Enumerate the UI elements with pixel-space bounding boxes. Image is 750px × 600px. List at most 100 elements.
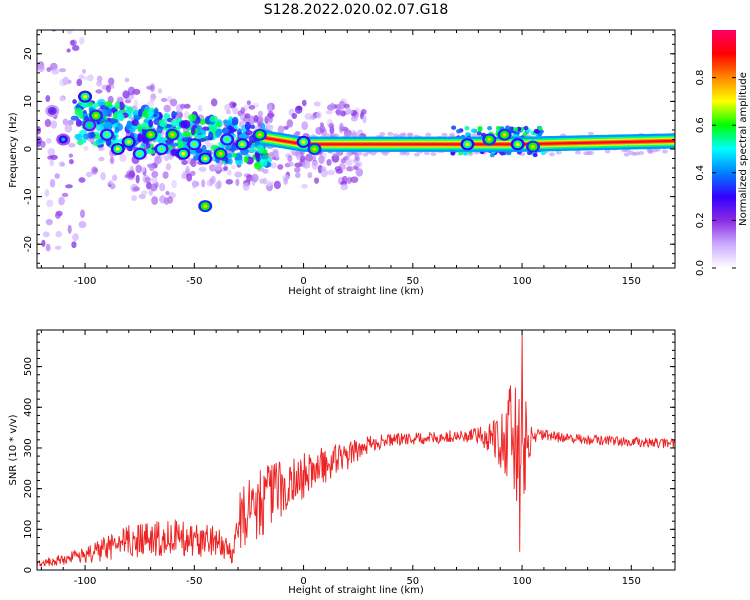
y-tick-label: 0 <box>23 567 34 573</box>
x-tick-label: 50 <box>406 576 419 587</box>
heatmap-blob-core <box>104 132 109 137</box>
heatmap-cell <box>259 154 268 160</box>
heatmap-blob-core <box>530 144 535 149</box>
heatmap-speckle <box>198 166 207 172</box>
heatmap-speckle <box>62 118 69 126</box>
heatmap-speckle <box>67 224 72 234</box>
heatmap-speckle <box>41 239 46 247</box>
heatmap-blob-core <box>159 147 164 151</box>
heatmap-speckle <box>288 161 294 167</box>
heatmap-speckle <box>64 8 68 15</box>
heatmap-speckle <box>273 180 281 190</box>
heatmap-cell <box>137 134 144 143</box>
heatmap-speckle <box>144 176 151 183</box>
heatmap-blob-core <box>502 132 507 137</box>
heatmap-halo <box>379 132 386 137</box>
heatmap-speckle <box>138 193 146 199</box>
heatmap-halo <box>548 152 555 157</box>
heatmap-cell <box>138 108 143 118</box>
colorbar-tick-label: 0.6 <box>695 117 706 133</box>
heatmap-speckle <box>66 30 73 35</box>
heatmap-halo <box>430 151 437 156</box>
heatmap-halo <box>575 150 582 155</box>
heatmap-speckle <box>346 176 352 184</box>
heatmap-speckle <box>294 166 301 173</box>
heatmap-cell <box>540 150 546 156</box>
heatmap-speckle <box>328 122 335 129</box>
heatmap-speckle <box>37 64 45 72</box>
heatmap-speckle <box>135 164 142 174</box>
heatmap-speckle <box>208 164 217 172</box>
x-tick-label: -100 <box>74 576 97 587</box>
heatmap-speckle <box>95 89 103 94</box>
x-tick-label: 150 <box>622 576 641 587</box>
heatmap-blob-core <box>218 151 223 156</box>
heatmap-cell <box>477 127 483 132</box>
heatmap-speckle <box>248 104 256 110</box>
heatmap-cell <box>215 132 221 139</box>
heatmap-halo <box>647 148 654 153</box>
heatmap-cell <box>176 140 185 149</box>
heatmap-cell <box>145 147 153 154</box>
heatmap-speckle <box>131 195 138 201</box>
heatmap-speckle <box>153 156 159 165</box>
ridge-band <box>259 136 675 146</box>
heatmap-cell <box>260 122 266 130</box>
heatmap-speckle <box>251 173 259 183</box>
heatmap-speckle <box>151 196 159 205</box>
heatmap-speckle <box>150 176 158 184</box>
heatmap-speckle <box>283 177 288 185</box>
heatmap-speckle <box>184 110 189 119</box>
heatmap-cell <box>495 125 501 131</box>
heatmap-cell <box>250 124 255 130</box>
heatmap-speckle <box>68 153 74 158</box>
heatmap-cell <box>226 153 233 158</box>
heatmap-speckle <box>330 102 335 110</box>
heatmap-halo <box>651 148 658 153</box>
snr-panel: -100 -50 0 50 100 150 0 100 200 300 400 500 Height… <box>8 329 676 596</box>
spectrogram-x-label: Height of straight line (km) <box>288 286 424 297</box>
heatmap-speckle <box>235 178 240 187</box>
snr-y-ticks: 0 100 200 300 400 500 <box>23 333 675 573</box>
heatmap-blob-core <box>137 151 142 156</box>
heatmap-cell <box>103 121 112 129</box>
heatmap-speckle <box>165 190 170 196</box>
heatmap-speckle <box>98 156 105 162</box>
heatmap-speckle <box>47 148 56 156</box>
heatmap-cell <box>193 154 200 161</box>
heatmap-speckle <box>49 62 58 71</box>
y-tick-label: 200 <box>23 479 34 498</box>
heatmap-speckle <box>210 98 218 107</box>
heatmap-speckle <box>301 99 307 107</box>
heatmap-cell <box>145 142 151 149</box>
x-tick-label: 100 <box>513 576 532 587</box>
heatmap-speckle <box>78 220 87 229</box>
heatmap-speckle <box>66 48 71 53</box>
heatmap-halo <box>634 151 641 156</box>
colorbar: 0.0 0.2 0.4 0.6 0.8 Normalized spectral ampl… <box>695 30 749 276</box>
heatmap-speckle <box>85 171 93 178</box>
heatmap-blob-core <box>115 147 120 151</box>
heatmap-speckle <box>262 177 268 185</box>
heatmap-cell <box>243 155 249 163</box>
heatmap-cell <box>147 111 154 117</box>
x-tick-label: 0 <box>300 276 306 287</box>
heatmap-speckle <box>71 45 80 52</box>
y-tick-label: 400 <box>23 398 34 417</box>
heatmap-blob-core <box>203 204 208 208</box>
heatmap-speckle <box>234 171 243 178</box>
heatmap-speckle <box>45 243 51 252</box>
heatmap-speckle <box>59 95 64 102</box>
heatmap-speckle <box>277 164 284 170</box>
heatmap-speckle <box>146 85 154 90</box>
heatmap-cell <box>104 101 113 108</box>
heatmap-speckle <box>246 100 251 106</box>
heatmap-speckle <box>92 168 99 173</box>
heatmap-cell <box>109 117 118 125</box>
heatmap-cell <box>506 150 512 156</box>
heatmap-speckle <box>320 166 327 172</box>
heatmap-halo <box>362 152 369 157</box>
heatmap-blob-core <box>126 140 131 144</box>
heatmap-speckle <box>61 11 67 18</box>
heatmap-speckle <box>350 176 359 183</box>
